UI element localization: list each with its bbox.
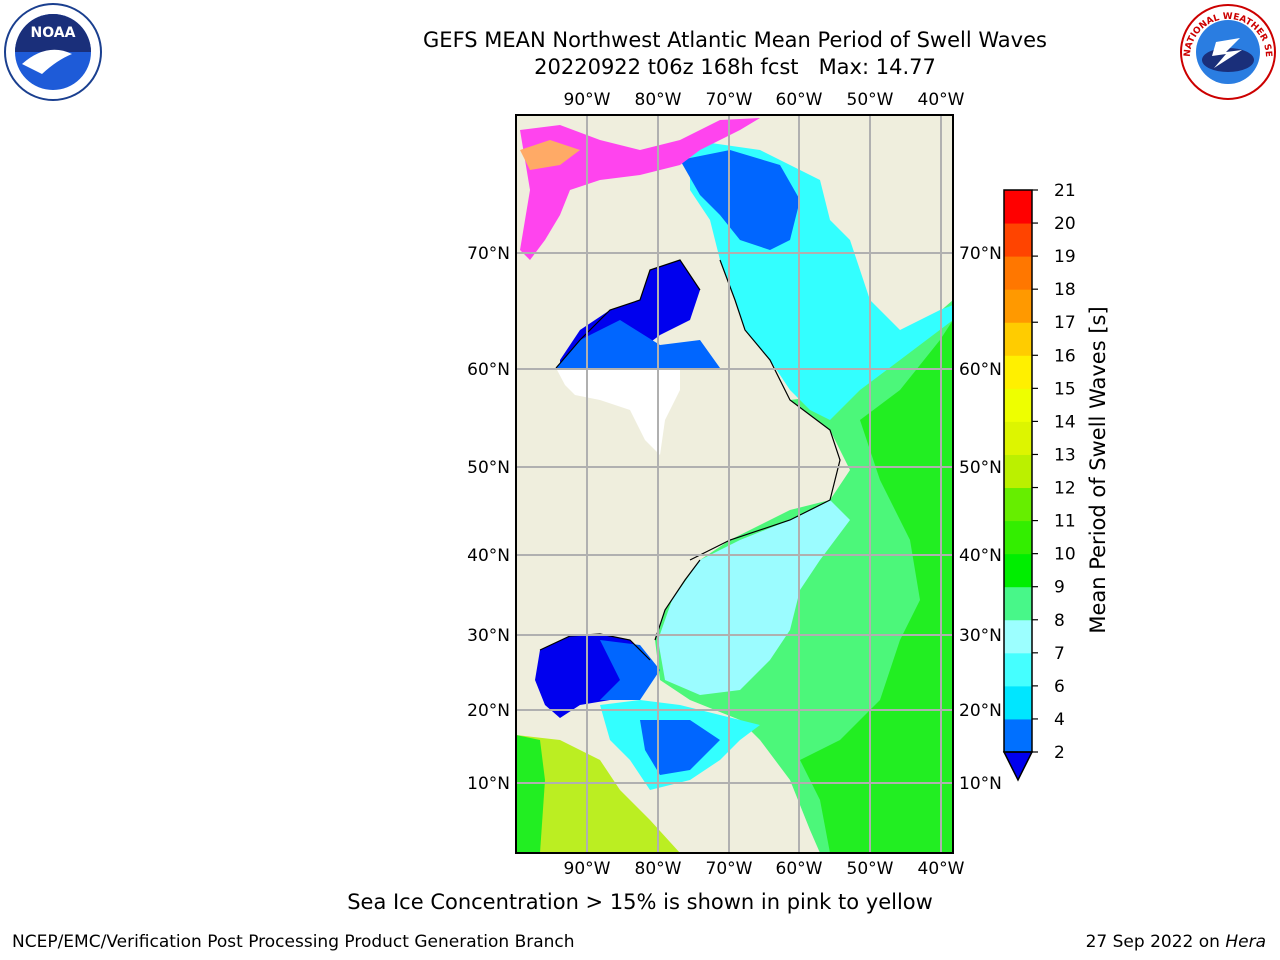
lat-label: 10°N [959,774,1002,794]
colorbar-bin [1004,289,1032,323]
lat-label: 30°N [959,626,1002,646]
lon-label: 60°W [776,90,823,110]
lat-label: 40°N [959,546,1002,566]
colorbar-tick-label: 7 [1054,644,1065,664]
lat-label: 50°N [959,458,1002,478]
colorbar-tick-label: 4 [1054,710,1065,730]
colorbar-tick-label: 11 [1054,512,1076,532]
colorbar: 2 4 6 7 8 9 10 11 12 13 14 15 16 17 18 19 20 21 [1002,181,1076,782]
lon-label: 50°W [847,90,894,110]
lon-label: 40°W [918,859,965,879]
colorbar-bin [1004,586,1032,621]
lat-label: 20°N [959,701,1002,721]
colorbar-bin [1004,355,1032,389]
colorbar-bin [1004,421,1032,455]
colorbar-bin [1004,223,1032,257]
graticule [516,115,953,853]
lat-labels-right: 70°N 60°N 50°N 40°N 30°N 20°N 10°N [959,244,1002,794]
sea-ice [520,118,760,260]
credit-branch: NCEP/EMC/Verification Post Processing Pr… [12,932,575,952]
colorbar-bin [1004,388,1032,422]
lon-labels-bottom: 90°W 80°W 70°W 60°W 50°W 40°W [564,859,965,879]
lat-label: 70°N [467,244,510,264]
colorbar-outline [1003,189,1033,753]
map-frame [515,114,954,854]
map-area [516,115,953,853]
map-subtitle: 20220922 t06z 168h fcst Max: 14.77 [534,55,936,79]
lat-label: 50°N [467,458,510,478]
lat-label: 30°N [467,626,510,646]
colorbar-tick-label: 14 [1054,412,1076,432]
lon-label: 50°W [847,859,894,879]
coastline [539,259,841,661]
noaa-logo: NOAA [2,2,104,102]
lon-label: 60°W [776,859,823,879]
lat-label: 40°N [467,546,510,566]
colorbar-bin [1004,487,1032,522]
sea-ice-note: Sea Ice Concentration > 15% is shown in … [347,890,933,914]
colorbar-label: Mean Period of Swell Waves [s] [1086,306,1110,633]
lon-label: 40°W [918,90,965,110]
credit-host: Hera [1225,932,1266,952]
colorbar-tick-label: 16 [1054,346,1076,366]
colorbar-bin [1004,685,1032,720]
colorbar-bin [1004,256,1032,290]
lon-label: 90°W [564,90,611,110]
south-area-green [516,735,545,853]
colorbar-tick-label: 13 [1054,445,1076,465]
noaa-logo-text: NOAA [31,25,76,41]
credit-date: 27 Sep 2022 on Hera [1085,932,1266,952]
lat-labels-left: 70°N 60°N 50°N 40°N 30°N 20°N 10°N [467,244,510,794]
colorbar-tick-label: 9 [1054,578,1065,598]
ocean-bright-green [800,320,953,853]
nws-logo: NATIONAL WEATHER SERVICE [1175,0,1278,102]
colorbar-bin [1004,718,1032,753]
hudson-bay-south [556,320,720,368]
colorbar-under-arrow [1002,751,1034,782]
colorbar-tick-label: 6 [1054,677,1065,697]
colorbar-bin [1004,190,1032,224]
colorbar-tick-label: 19 [1054,247,1076,267]
map-title: GEFS MEAN Northwest Atlantic Mean Period… [423,28,1047,52]
colorbar-tick-label: 12 [1054,479,1076,499]
colorbar-tick-label: 18 [1054,280,1076,300]
lon-label: 80°W [635,90,682,110]
colorbar-tick-label: 2 [1054,743,1065,763]
lon-labels-top: 90°W 80°W 70°W 60°W 50°W 40°W [564,90,965,110]
colorbar-bin [1004,652,1032,687]
lat-label: 10°N [467,774,510,794]
colorbar-tick-label: 8 [1054,611,1065,631]
baffin-bay [680,150,800,250]
colorbar-bin [1004,454,1032,489]
lon-label: 70°W [706,859,753,879]
colorbar-tick-label: 17 [1054,313,1076,333]
sea-ice-orange [520,140,580,170]
colorbar-bin [1004,553,1032,588]
lat-label: 20°N [467,701,510,721]
south-area [516,735,680,853]
lat-label: 70°N [959,244,1002,264]
colorbar-bin [1004,520,1032,555]
colorbar-tick-label: 10 [1054,545,1076,565]
lon-label: 80°W [635,859,682,879]
lon-label: 90°W [564,859,611,879]
ocean-light-cyan [658,500,850,695]
colorbar-bin [1004,322,1032,356]
colorbar-tick-label: 21 [1054,181,1076,201]
lat-label: 60°N [467,360,510,380]
colorbar-tick-label: 15 [1054,379,1076,399]
colorbar-tick-label: 20 [1054,214,1076,234]
lat-label: 60°N [959,360,1002,380]
lon-label: 70°W [706,90,753,110]
colorbar-bin [1004,619,1032,654]
caribbean-blue [640,720,720,775]
